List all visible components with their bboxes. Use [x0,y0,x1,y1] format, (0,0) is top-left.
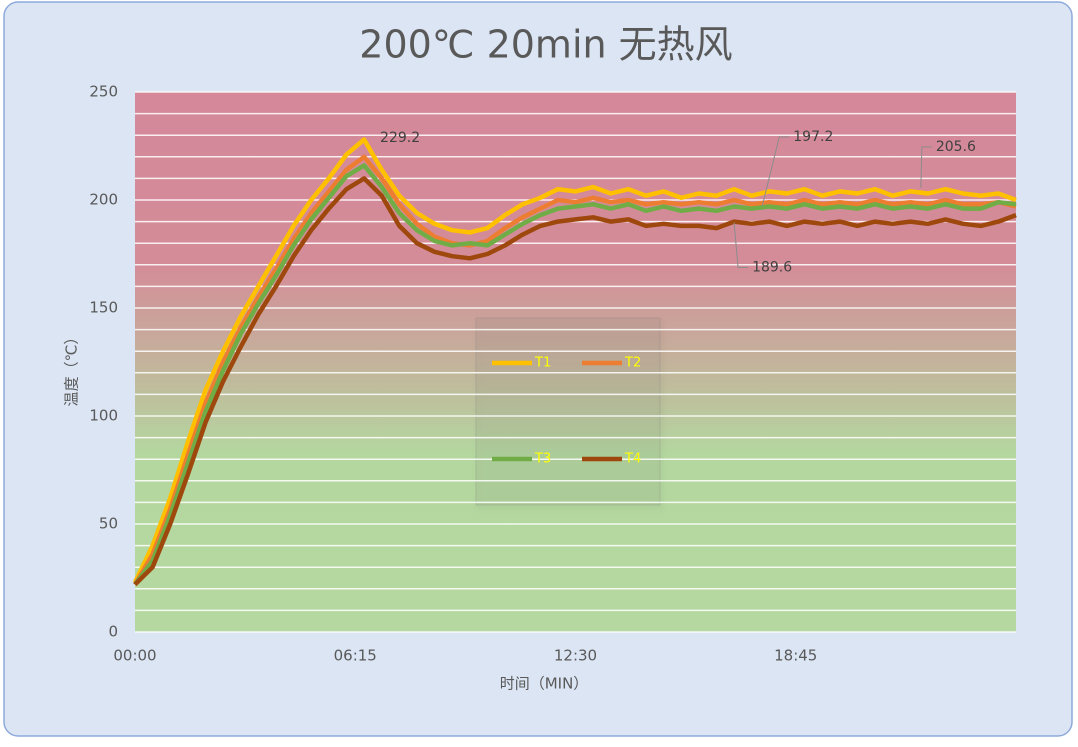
legend-label: T4 [624,452,641,467]
x-tick-label: 06:15 [334,647,377,665]
y-tick-label: 0 [108,623,118,641]
series-line [132,137,1017,584]
legend-label: T1 [534,356,551,371]
chart-title: 200℃ 20min 无热风 [359,23,732,67]
legend-box [475,317,661,506]
annotation-label: 189.6 [752,259,792,275]
series-line [133,154,1017,586]
annotation-label: 229.2 [380,130,420,146]
series-line [133,163,1017,586]
y-tick-label: 200 [89,191,118,209]
y-axis-label: 温度（℃） [63,330,81,407]
annotation-leader [761,136,790,207]
y-tick-label: 50 [99,515,118,533]
x-tick-label: 12:30 [554,647,597,665]
x-tick-label: 00:00 [113,647,156,665]
annotation-leader [920,146,932,188]
annotation-label: 197.2 [793,129,833,145]
series-line [133,176,1017,587]
legend-label: T3 [534,452,551,467]
annotation-label: 205.6 [936,139,976,155]
legend-label: T2 [624,356,641,371]
x-tick-label: 18:45 [774,647,817,665]
y-tick-label: 250 [89,83,118,101]
y-tick-label: 150 [89,299,118,317]
y-tick-label: 100 [89,407,118,425]
annotation-leader [733,222,749,268]
x-axis-label: 时间（MIN） [500,675,589,693]
